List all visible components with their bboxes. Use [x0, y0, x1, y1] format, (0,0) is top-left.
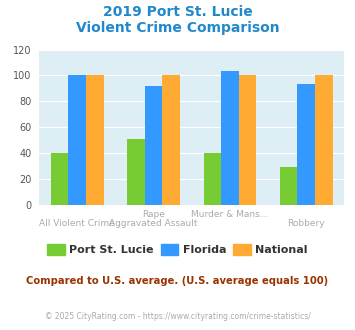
Bar	[69, 75, 86, 205]
Text: Rape: Rape	[142, 210, 165, 218]
Text: 2019 Port St. Lucie: 2019 Port St. Lucie	[103, 5, 252, 19]
Bar	[51, 153, 69, 205]
Bar	[280, 167, 297, 205]
Bar	[145, 86, 162, 205]
Bar	[203, 153, 221, 205]
Text: Violent Crime Comparison: Violent Crime Comparison	[76, 21, 279, 35]
Bar	[162, 75, 180, 205]
Bar	[297, 84, 315, 205]
Text: Murder & Mans...: Murder & Mans...	[191, 210, 268, 218]
Text: Robbery: Robbery	[288, 219, 325, 228]
Bar	[86, 75, 104, 205]
Bar	[315, 75, 333, 205]
Legend: Port St. Lucie, Florida, National: Port St. Lucie, Florida, National	[43, 240, 312, 260]
Text: Aggravated Assault: Aggravated Assault	[109, 219, 198, 228]
Text: Compared to U.S. average. (U.S. average equals 100): Compared to U.S. average. (U.S. average …	[26, 276, 329, 285]
Text: All Violent Crime: All Violent Crime	[39, 219, 115, 228]
Bar	[239, 75, 256, 205]
Bar	[127, 139, 145, 205]
Text: © 2025 CityRating.com - https://www.cityrating.com/crime-statistics/: © 2025 CityRating.com - https://www.city…	[45, 312, 310, 321]
Bar	[221, 72, 239, 205]
